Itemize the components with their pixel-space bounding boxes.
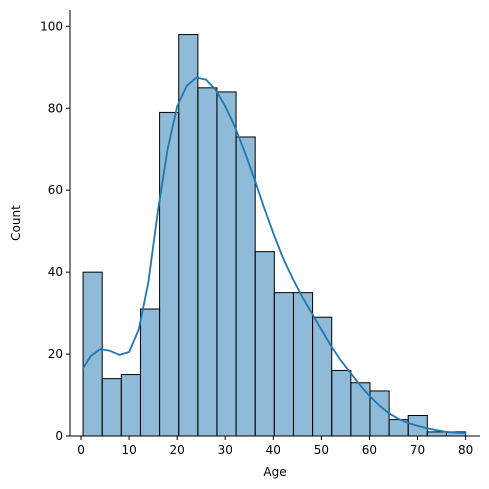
y-tick-label: 0 — [55, 429, 63, 443]
x-tick-label: 20 — [170, 443, 185, 457]
x-tick-label: 30 — [218, 443, 233, 457]
y-tick-label: 60 — [48, 183, 63, 197]
histogram-bar — [216, 91, 237, 437]
histogram-bar — [235, 136, 256, 437]
kde-line — [82, 76, 467, 435]
histogram-bar — [331, 369, 352, 437]
axes-layer — [69, 10, 480, 437]
x-tick-label: 80 — [458, 443, 473, 457]
x-tick-label: 50 — [314, 443, 329, 457]
y-tick-label: 80 — [48, 101, 63, 115]
x-tick-label: 10 — [121, 443, 136, 457]
kde-layer — [82, 76, 467, 435]
x-axis-title: Age — [263, 465, 286, 479]
y-tick-label: 40 — [48, 265, 63, 279]
histogram-bar — [159, 111, 180, 437]
x-ticks: 0 10 20 30 40 50 60 70 80 — [77, 436, 473, 457]
histogram-bar — [292, 292, 314, 437]
x-tick-label: 60 — [362, 443, 377, 457]
histogram-bar — [254, 251, 275, 437]
x-tick-label: 40 — [266, 443, 281, 457]
histogram-bar — [369, 390, 390, 437]
histogram-bar — [312, 316, 333, 437]
bars-layer — [82, 34, 467, 437]
histogram-bar — [426, 431, 447, 437]
histogram-bar — [350, 382, 371, 437]
histogram-bar — [101, 378, 122, 437]
x-tick-label: 70 — [410, 443, 425, 457]
y-axis-title: Count — [9, 205, 23, 241]
histogram-bar — [139, 308, 161, 437]
histogram-bar — [197, 87, 218, 437]
y-tick-label: 100 — [40, 19, 63, 33]
y-tick-label: 20 — [48, 347, 63, 361]
histogram-bar — [120, 374, 141, 437]
x-tick-label: 0 — [77, 443, 85, 457]
histogram-bar — [273, 292, 294, 437]
y-ticks: 0 20 40 60 80 100 — [40, 19, 70, 443]
